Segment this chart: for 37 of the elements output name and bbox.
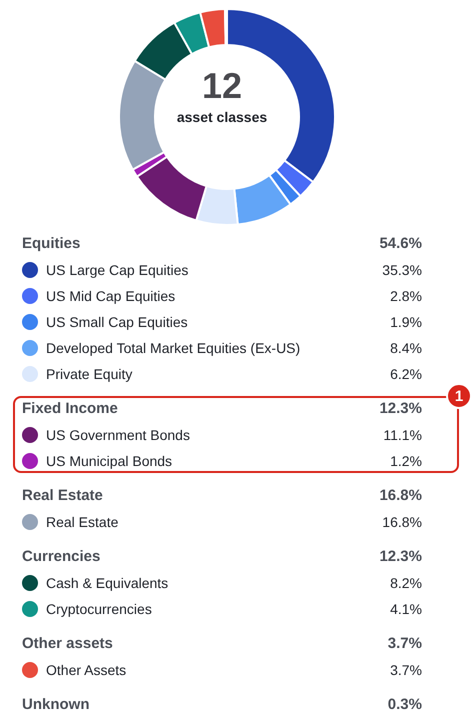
legend-label: Private Equity <box>46 366 134 382</box>
data-label: 8.4% <box>390 340 422 356</box>
data-label: 6.2% <box>390 366 422 382</box>
text: Real Estate <box>22 486 103 504</box>
text: 54.6% <box>379 234 422 252</box>
number-badge: 1 <box>446 383 472 409</box>
legend-label: US Mid Cap Equities <box>46 288 176 304</box>
text: Fixed Income <box>22 400 118 416</box>
text: 12.3% <box>379 548 422 564</box>
data-label: 1.2% <box>390 453 422 469</box>
data-label: 11.1% <box>383 427 422 443</box>
data-label: 16.8% <box>382 514 422 530</box>
text: 16.8% <box>379 486 422 504</box>
text: 3.7% <box>388 634 422 652</box>
data-label: 4.1% <box>390 601 422 617</box>
data-label: 3.7% <box>390 662 422 678</box>
data-label: 8.2% <box>390 575 422 591</box>
legend-label: Cryptocurrencies <box>46 601 153 617</box>
text: asset classes <box>176 108 268 126</box>
legend-label: US Municipal Bonds <box>46 453 174 469</box>
legend-label: US Government Bonds <box>46 427 191 443</box>
text: Equities <box>22 234 80 252</box>
legend-label: US Large Cap Equities <box>46 262 190 278</box>
text: 12 <box>200 65 244 106</box>
data-label: 35.3% <box>382 262 422 278</box>
legend-label: Developed Total Market Equities (Ex-US) <box>46 340 302 356</box>
data-label: 2.8% <box>390 288 422 304</box>
text: Other assets <box>22 634 113 652</box>
legend-label: Real Estate <box>46 514 120 530</box>
text: Currencies <box>22 548 100 564</box>
legend-label: Other Assets <box>46 662 128 678</box>
text: 0.3% <box>388 696 422 712</box>
data-label: 1.9% <box>390 314 422 330</box>
legend-label: Cash & Equivalents <box>46 575 170 591</box>
text: 12.3% <box>379 400 422 416</box>
text: Unknown <box>22 696 90 712</box>
legend-label: US Small Cap Equities <box>46 314 189 330</box>
